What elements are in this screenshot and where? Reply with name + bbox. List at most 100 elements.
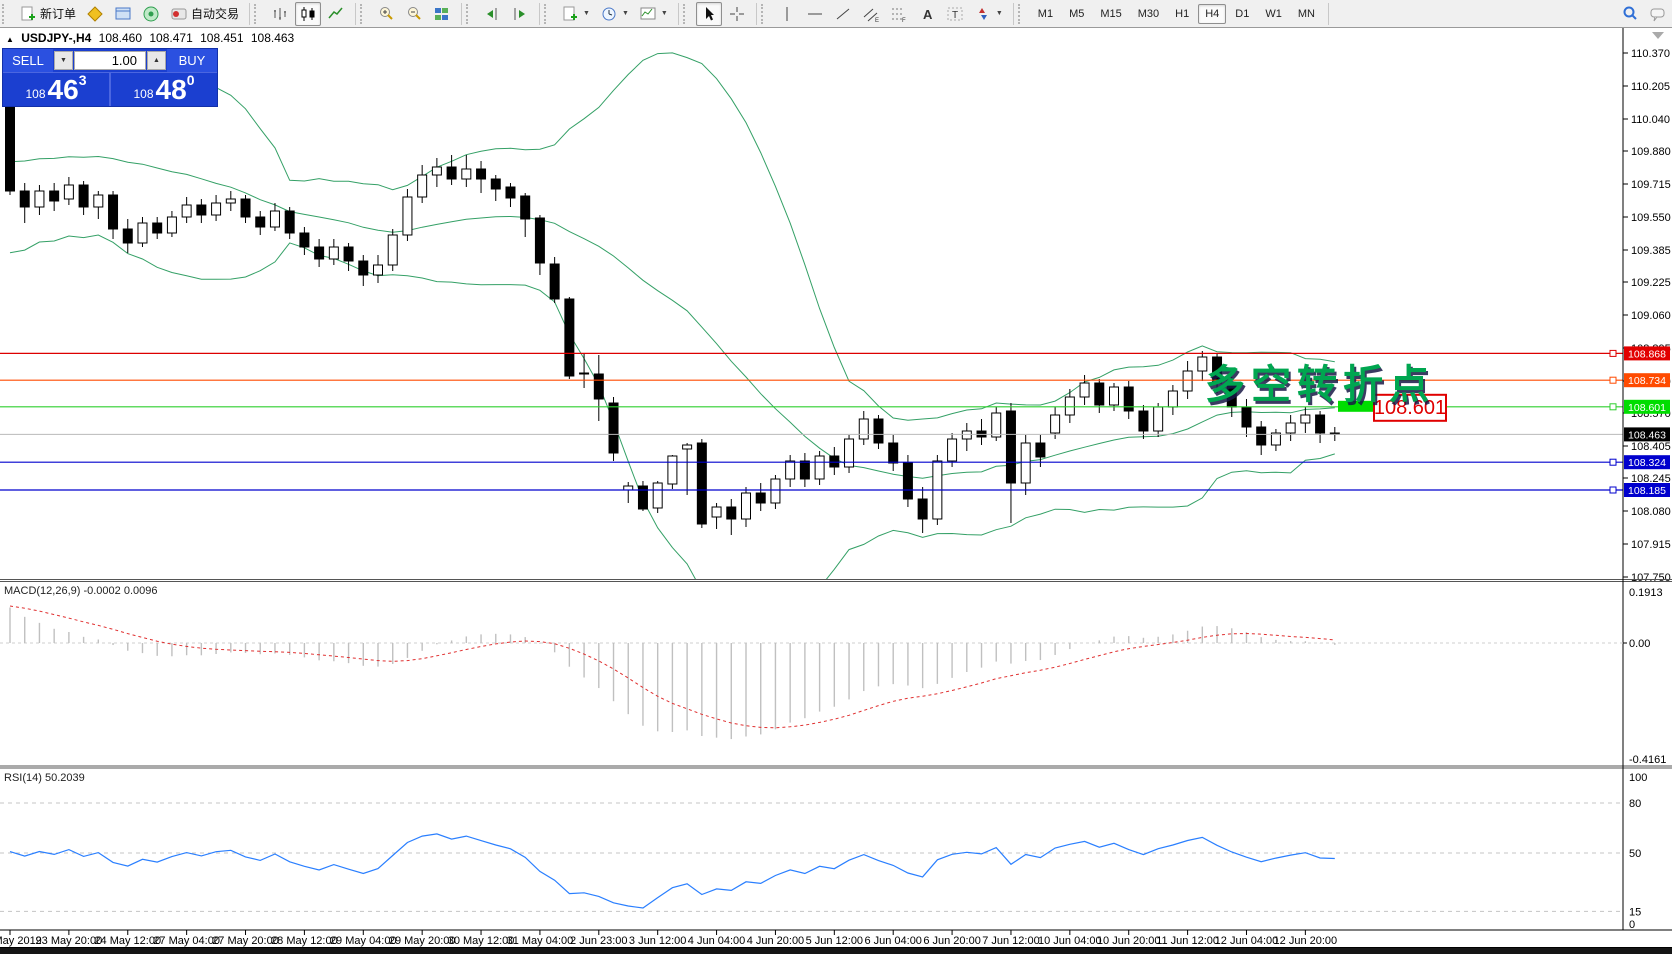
candle-body[interactable] bbox=[1167, 390, 1178, 408]
tf-h1-button[interactable]: H1 bbox=[1175, 7, 1190, 20]
tf-m15-button[interactable]: M15 bbox=[1100, 7, 1122, 20]
search-button[interactable] bbox=[1617, 2, 1643, 26]
candle-body[interactable] bbox=[520, 195, 531, 220]
horizontal-line-button[interactable] bbox=[802, 2, 828, 26]
candle-body[interactable] bbox=[711, 506, 722, 518]
volume-up-button[interactable]: ▲ bbox=[147, 51, 166, 70]
candle-body[interactable] bbox=[5, 96, 15, 192]
candle-body[interactable] bbox=[1256, 426, 1267, 446]
candle-body[interactable] bbox=[1005, 410, 1016, 484]
candle-body[interactable] bbox=[93, 194, 104, 208]
buy-price[interactable]: 108 48 0 bbox=[111, 72, 217, 106]
candle-body[interactable] bbox=[446, 166, 457, 180]
candle-body[interactable] bbox=[741, 492, 751, 520]
candle-body[interactable] bbox=[873, 418, 884, 444]
candle-body[interactable] bbox=[255, 216, 266, 228]
candle-body[interactable] bbox=[549, 263, 560, 300]
candle-body[interactable] bbox=[961, 430, 972, 440]
candle-body[interactable] bbox=[1020, 442, 1031, 484]
tf-m30-button[interactable]: M30 bbox=[1137, 7, 1160, 20]
bar-chart-button[interactable] bbox=[267, 2, 293, 26]
tile-windows-button[interactable] bbox=[429, 2, 455, 26]
candle-body[interactable] bbox=[490, 178, 501, 190]
green-price-swatch[interactable] bbox=[1338, 400, 1374, 412]
candle-body[interactable] bbox=[579, 372, 590, 375]
candle-body[interactable] bbox=[844, 438, 855, 468]
candle-body[interactable] bbox=[461, 168, 472, 180]
chart-shift-button[interactable] bbox=[507, 2, 533, 26]
candle-body[interactable] bbox=[1079, 382, 1090, 398]
arrows-button[interactable]: ▼ bbox=[970, 2, 1007, 26]
line-chart-button[interactable] bbox=[323, 2, 349, 26]
candle-body[interactable] bbox=[667, 455, 678, 485]
candle-body[interactable] bbox=[299, 232, 310, 248]
indicators-button[interactable]: ▼ bbox=[557, 2, 594, 26]
candle-body[interactable] bbox=[181, 204, 192, 218]
periods-button[interactable]: ▼ bbox=[596, 2, 633, 26]
candle-body[interactable] bbox=[1050, 414, 1061, 434]
candle-body[interactable] bbox=[564, 298, 575, 377]
candle-body[interactable] bbox=[343, 246, 354, 262]
candle-body[interactable] bbox=[1064, 396, 1075, 416]
candle-body[interactable] bbox=[991, 412, 1002, 438]
auto-scroll-button[interactable] bbox=[479, 2, 505, 26]
candle-body[interactable] bbox=[1094, 382, 1105, 406]
tf-w1-button[interactable]: W1 bbox=[1265, 7, 1282, 20]
candle-body[interactable] bbox=[137, 222, 148, 244]
candle-body[interactable] bbox=[1109, 386, 1119, 406]
candle-body[interactable] bbox=[1197, 356, 1208, 372]
text-button[interactable]: A bbox=[914, 2, 940, 26]
candle-body[interactable] bbox=[917, 498, 928, 520]
tf-m1-button[interactable]: M1 bbox=[1037, 7, 1054, 20]
fibonacci-button[interactable]: F bbox=[886, 2, 912, 26]
candle-body[interactable] bbox=[947, 438, 958, 462]
sell-price[interactable]: 108 46 3 bbox=[3, 72, 111, 106]
candle-body[interactable] bbox=[652, 482, 663, 509]
candle-body[interactable] bbox=[196, 204, 207, 216]
tf-mn-button[interactable]: MN bbox=[1297, 7, 1315, 20]
candle-body[interactable] bbox=[211, 202, 222, 216]
new-order-button[interactable]: 新订单 bbox=[15, 2, 80, 26]
candle-body[interactable] bbox=[166, 216, 177, 234]
candle-body[interactable] bbox=[417, 174, 428, 198]
candle-body[interactable] bbox=[1123, 386, 1134, 412]
candle-body[interactable] bbox=[122, 228, 133, 244]
bollinger-middle[interactable] bbox=[9, 155, 1335, 479]
sell-button[interactable]: SELL bbox=[3, 49, 53, 72]
vertical-line-button[interactable] bbox=[774, 2, 800, 26]
autotrade-button[interactable]: 自动交易 bbox=[166, 2, 243, 26]
candle-body[interactable] bbox=[1182, 370, 1193, 392]
zoom-out-button[interactable] bbox=[401, 2, 427, 26]
charts-window-button[interactable] bbox=[110, 2, 136, 26]
price-callout-box[interactable] bbox=[1373, 393, 1447, 422]
candle-body[interactable] bbox=[314, 246, 325, 260]
candle-body[interactable] bbox=[1241, 406, 1252, 428]
candle-body[interactable] bbox=[1285, 422, 1296, 434]
tf-h4-button[interactable]: H4 bbox=[1198, 3, 1227, 24]
candle-body[interactable] bbox=[19, 190, 30, 208]
collapse-panel-icon[interactable]: ▲ bbox=[6, 35, 14, 44]
candle-body[interactable] bbox=[696, 442, 707, 525]
crosshair-button[interactable] bbox=[724, 2, 750, 26]
candle-body[interactable] bbox=[49, 190, 60, 202]
cursor-button[interactable] bbox=[695, 1, 722, 26]
candle-body[interactable] bbox=[785, 460, 796, 480]
candle-body[interactable] bbox=[358, 260, 369, 276]
market-watch-button[interactable] bbox=[138, 2, 164, 26]
candle-body[interactable] bbox=[682, 444, 693, 450]
bollinger-upper[interactable] bbox=[9, 52, 1335, 421]
channel-button[interactable]: E bbox=[858, 2, 884, 26]
candle-body[interactable] bbox=[431, 166, 442, 176]
zoom-in-button[interactable] bbox=[373, 2, 399, 26]
candle-body[interactable] bbox=[1035, 442, 1046, 458]
candle-body[interactable] bbox=[373, 264, 383, 276]
volume-input[interactable]: 1.00 bbox=[74, 51, 146, 70]
candle-body[interactable] bbox=[814, 455, 825, 480]
candle-body[interactable] bbox=[108, 194, 119, 230]
candle-body[interactable] bbox=[770, 478, 781, 504]
candle-body[interactable] bbox=[1315, 414, 1326, 434]
candle-body[interactable] bbox=[858, 418, 869, 440]
candle-body[interactable] bbox=[402, 196, 413, 236]
candle-body[interactable] bbox=[63, 184, 74, 200]
